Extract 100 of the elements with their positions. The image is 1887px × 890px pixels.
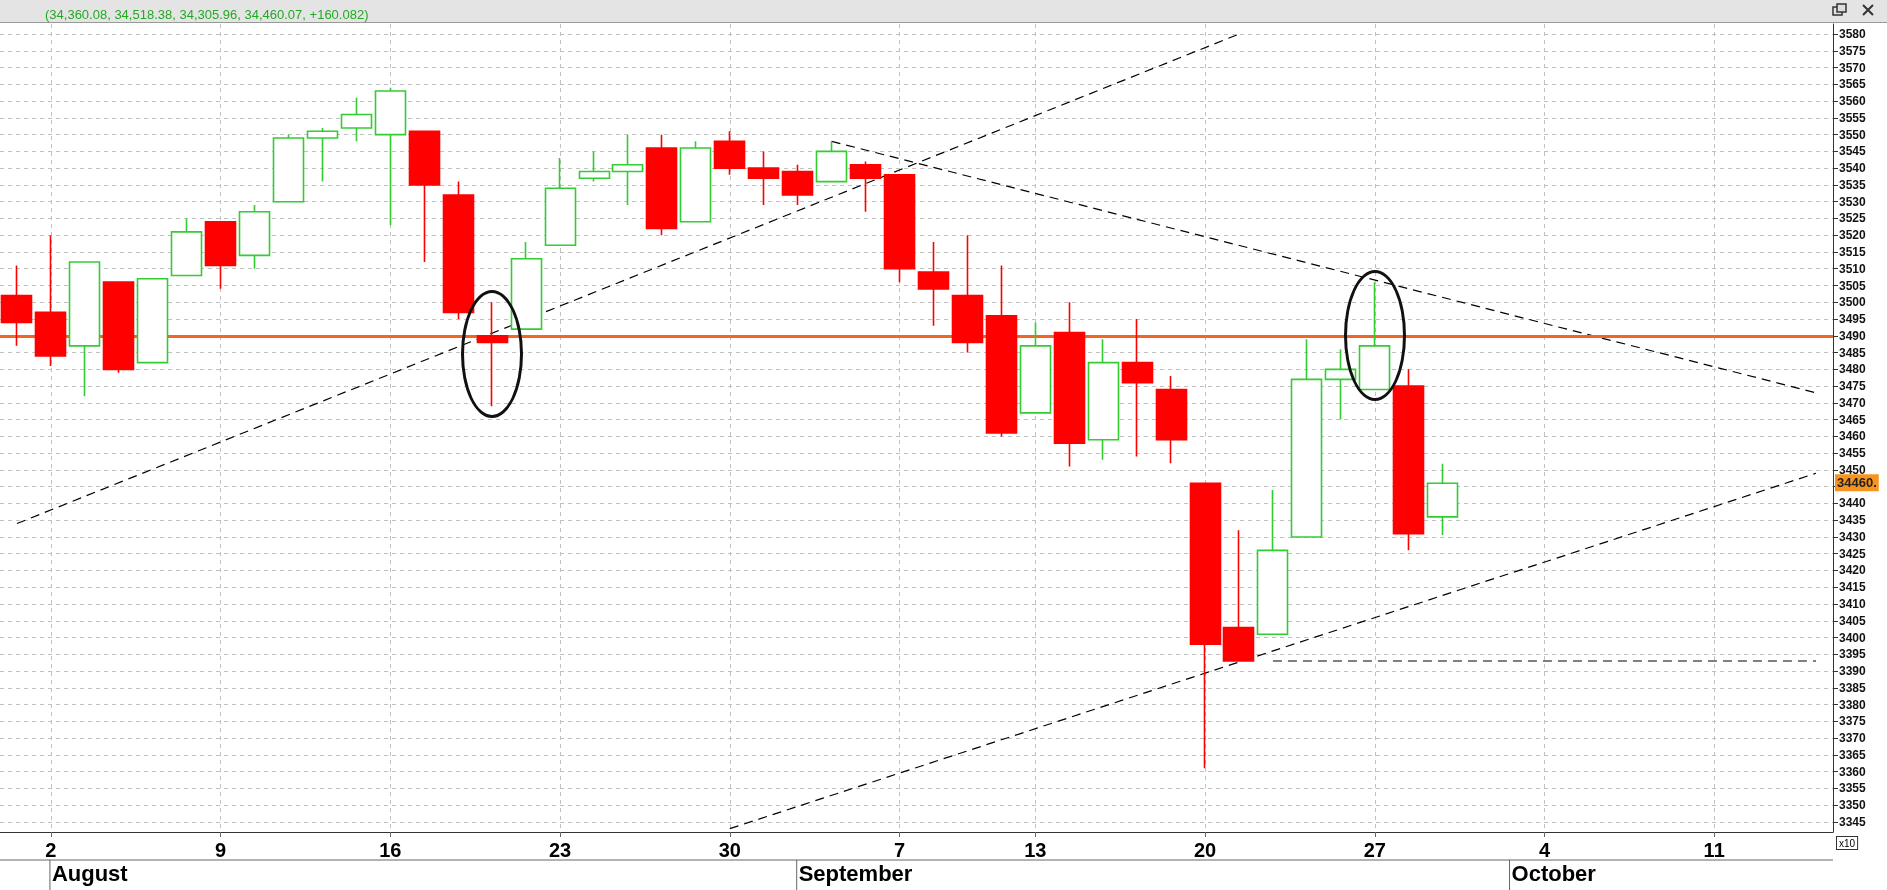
x-tick-label: 4 (1538, 839, 1551, 861)
candlestick (306, 127, 339, 183)
candlestick (1121, 318, 1154, 458)
candlestick (0, 264, 33, 347)
y-tick-label: 3395 (1839, 647, 1867, 662)
text: August (51, 860, 129, 886)
y-tick-label: 3545 (1839, 144, 1867, 159)
candlestick (476, 301, 509, 408)
y-tick-label: 3440 (1839, 496, 1867, 511)
candlestick (985, 264, 1018, 438)
candlestick (1222, 529, 1255, 662)
y-tick-label: 3380 (1839, 697, 1867, 712)
candlestick (1392, 368, 1425, 552)
y-tick-label: 3540 (1839, 161, 1867, 176)
candlestick (747, 150, 780, 206)
y-tick-label: 3565 (1839, 77, 1867, 92)
candlestick (340, 96, 373, 143)
y-tick-label: 3460 (1839, 429, 1867, 444)
y-tick-label: 3415 (1839, 580, 1867, 595)
candlestick (102, 281, 135, 374)
y-tick-label: 3425 (1839, 546, 1867, 561)
candlestick (1087, 338, 1120, 461)
text: x10 (1839, 837, 1856, 849)
x-tick-label: 9 (215, 839, 227, 861)
y-tick-label: 3550 (1839, 127, 1867, 142)
y-tick-label: 3535 (1839, 177, 1867, 192)
x-tick-label: 20 (1193, 839, 1217, 861)
x-tick-label: 7 (893, 839, 906, 861)
candlestick (204, 221, 237, 290)
x-tick-label: 11 (1703, 839, 1725, 861)
candlestick (951, 234, 984, 354)
y-tick-label: 3450 (1839, 462, 1867, 477)
x-tick-label: 30 (718, 839, 741, 861)
y-tick-label: 3490 (1839, 328, 1867, 343)
candlestick (136, 278, 169, 364)
candlestick (1053, 301, 1086, 468)
y-tick-label: 3405 (1839, 613, 1867, 628)
y-tick-label: 3400 (1839, 630, 1867, 645)
y-tick-label: 3530 (1839, 194, 1867, 209)
y-tick-label: 3510 (1839, 261, 1867, 276)
y-tick-label: 3495 (1839, 312, 1867, 327)
chart-title: (34,360.08, 34,518.38, 34,305.96, 34,460.07, +160.082) (45, 7, 369, 22)
x-tick-label: 27 (1363, 839, 1386, 861)
candlestick (781, 164, 814, 206)
y-tick-label: 3360 (1839, 764, 1867, 779)
candlestick (408, 130, 441, 263)
candlestick (883, 174, 916, 283)
y-tick-label: 3465 (1839, 412, 1867, 427)
y-tick-label: 3410 (1839, 597, 1867, 612)
y-tick-label: 3580 (1839, 27, 1867, 42)
y-tick-label: 3350 (1839, 798, 1867, 813)
y-tick-label: 3570 (1839, 60, 1867, 75)
candlestick (544, 157, 577, 247)
x-tick-label: 13 (1024, 839, 1047, 861)
candlestick (510, 241, 543, 330)
candlestick (1019, 321, 1052, 414)
text: September (798, 860, 913, 886)
candlestick (713, 130, 746, 176)
y-tick-label: 3355 (1839, 781, 1867, 796)
y-tick-label: 3560 (1839, 94, 1867, 109)
candlestick (442, 180, 475, 320)
y-tick-label: 3500 (1839, 295, 1867, 310)
y-tick-label: 3375 (1839, 714, 1867, 729)
y-tick-label: 3390 (1839, 664, 1867, 679)
candlestick (679, 140, 712, 223)
y-tick-label: 3485 (1839, 345, 1867, 360)
candlestick (1155, 375, 1188, 464)
y-tick-label: 3345 (1839, 814, 1867, 829)
candlestick (849, 160, 882, 213)
candlestick (170, 217, 203, 277)
y-tick-label: 3525 (1839, 211, 1867, 226)
candlestick (1290, 338, 1323, 538)
y-tick-label: 3470 (1839, 395, 1867, 410)
y-tick-label: 3365 (1839, 747, 1867, 762)
candlestick (374, 86, 407, 226)
y-tick-label: 3515 (1839, 244, 1867, 259)
y-tick-label: 3480 (1839, 362, 1867, 377)
candlestick (1256, 489, 1289, 635)
candlestick (611, 133, 644, 206)
y-tick-label: 3385 (1839, 680, 1867, 695)
y-tick-label: 3505 (1839, 278, 1867, 293)
y-tick-label: 3475 (1839, 379, 1867, 394)
x-tick-label: 2 (45, 839, 57, 861)
y-tick-label: 3555 (1839, 110, 1867, 125)
y-tick-label: 3575 (1839, 43, 1867, 58)
text: October (1511, 860, 1597, 886)
y-tick-label: 3455 (1839, 446, 1867, 461)
x-tick-label: 23 (548, 839, 572, 861)
y-tick-label: 3435 (1839, 513, 1867, 528)
y-tick-label: 3370 (1839, 731, 1867, 746)
candlestick (1426, 463, 1459, 536)
candlestick (917, 241, 950, 327)
candlestick (645, 133, 678, 237)
y-tick-label: 3430 (1839, 529, 1867, 544)
y-tick-label: 3420 (1839, 563, 1867, 578)
x-tick-label: 16 (379, 839, 402, 861)
candlestick (815, 140, 848, 183)
candlestick (238, 204, 271, 270)
candlestick (34, 234, 67, 367)
candlestick (68, 261, 101, 397)
